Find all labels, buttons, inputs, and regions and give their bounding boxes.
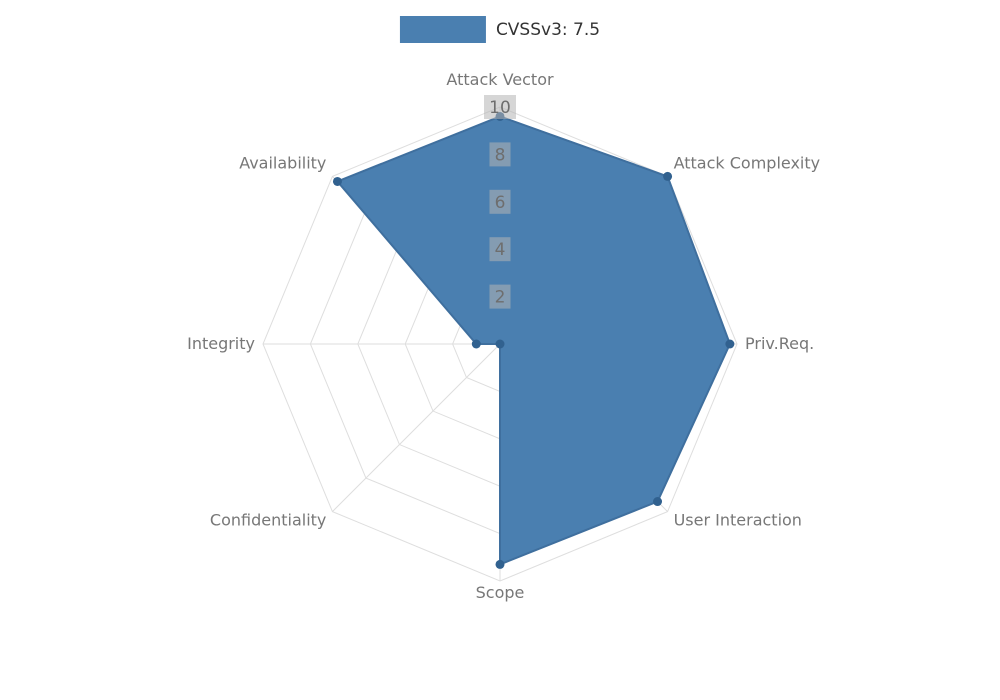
data-point-confidentiality[interactable] [495, 339, 505, 349]
axis-label-integrity: Integrity [187, 334, 255, 353]
tick-label-4: 4 [495, 240, 506, 260]
axis-spoke-confidentiality [332, 343, 501, 512]
data-point-integrity[interactable] [471, 339, 481, 349]
tick-backdrop-10 [484, 95, 516, 119]
tick-label-10: 10 [489, 98, 511, 118]
tick-label-8: 8 [495, 145, 506, 165]
tick-label-2: 2 [495, 288, 506, 308]
axis-label-attack-complexity: Attack Complexity [674, 153, 821, 172]
tick-backdrop-4 [489, 237, 511, 262]
legend-label: CVSSv3: 7.5 [495, 19, 601, 40]
axis-label-scope: Scope [476, 583, 525, 602]
axis-label-user-interaction: User Interaction [674, 511, 802, 530]
axis-label-availability: Availability [239, 153, 326, 172]
axis-label-confidentiality: Confidentiality [210, 511, 326, 530]
tick-backdrop-2 [489, 284, 511, 309]
tick-backdrop-8 [489, 142, 511, 167]
data-point-scope[interactable] [495, 559, 505, 569]
legend-swatch [399, 16, 486, 43]
data-point-priv-req[interactable] [725, 339, 735, 349]
data-point-attack-complexity[interactable] [663, 171, 673, 181]
axis-label-priv-req: Priv.Req. [745, 334, 814, 353]
tick-backdrop-6 [489, 189, 511, 214]
data-polygon[interactable] [336, 115, 731, 566]
legend[interactable]: CVSSv3: 7.5 [399, 16, 601, 43]
tick-label-6: 6 [495, 193, 506, 213]
data-point-availability[interactable] [332, 176, 342, 186]
data-point-user-interaction[interactable] [653, 497, 663, 507]
axis-label-attack-vector: Attack Vector [446, 70, 554, 89]
